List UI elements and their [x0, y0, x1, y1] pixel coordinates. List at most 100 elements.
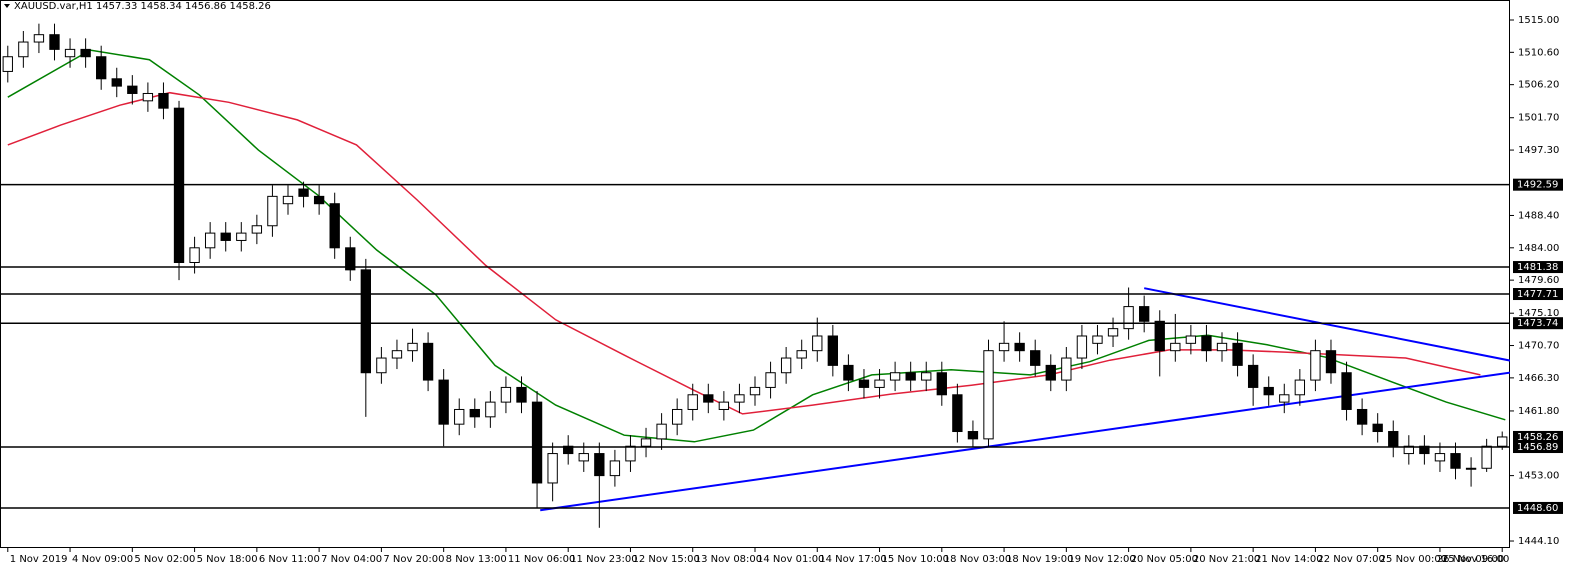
- candle-body: [889, 372, 901, 381]
- plot-frame: [0, 0, 1510, 548]
- x-tick-label: 8 Nov 13:00: [446, 554, 507, 565]
- menu-arrow[interactable]: [4, 4, 10, 8]
- y-tick-label: 1497.30: [1518, 145, 1559, 156]
- level-label: 1473.74: [1517, 318, 1558, 329]
- x-tick-label: 25 Nov 00:00: [1380, 554, 1447, 565]
- candle-body: [858, 379, 870, 388]
- candle-body: [64, 48, 76, 58]
- candle-body: [718, 401, 730, 410]
- candle-body: [1107, 328, 1119, 337]
- candle-body: [516, 386, 527, 403]
- candle-body: [267, 195, 278, 227]
- candle-body: [625, 445, 636, 462]
- candle-body: [609, 460, 621, 477]
- y-tick-label: 1475.10: [1518, 308, 1559, 319]
- x-tick-label: 18 Nov 03:00: [944, 554, 1011, 565]
- x-tick-label: 21 Nov 14:00: [1255, 554, 1322, 565]
- candle-body: [96, 56, 107, 80]
- candle-body: [703, 394, 714, 403]
- candle-body: [1356, 408, 1368, 425]
- candle-body: [1372, 423, 1383, 433]
- level-label-box: [1513, 288, 1563, 301]
- x-tick-label: 7 Nov 04:00: [321, 554, 382, 565]
- y-tick-label: 1466.30: [1518, 373, 1559, 384]
- candle-body: [563, 445, 574, 455]
- x-tick-label: 22 Nov 07:00: [1317, 554, 1384, 565]
- candle-body: [1061, 357, 1072, 381]
- candle-body: [874, 379, 885, 388]
- candle-body: [1170, 342, 1181, 352]
- candle-body: [734, 394, 745, 403]
- candle-body: [33, 34, 45, 43]
- candle-body: [360, 269, 371, 374]
- candle-body: [1294, 379, 1306, 396]
- candle-body: [1247, 364, 1259, 388]
- y-tick-label: 1479.60: [1518, 275, 1559, 286]
- header: XAUUSD.var,H1 1457.33 1458.34 1456.86 14…: [14, 1, 271, 12]
- candle-body: [376, 357, 387, 374]
- candle-body: [952, 394, 963, 433]
- candle-body: [1481, 445, 1492, 469]
- level-label-box: [1513, 178, 1563, 191]
- candle-body: [142, 92, 154, 102]
- candle-body: [1030, 350, 1041, 366]
- candle-body: [1434, 453, 1446, 462]
- candle-body: [827, 335, 839, 366]
- candle-body: [407, 342, 418, 352]
- candle-body: [1014, 342, 1025, 352]
- candle-body: [313, 195, 325, 205]
- candle-body: [1185, 335, 1197, 344]
- candle-body: [329, 203, 340, 249]
- candle-body: [422, 342, 434, 381]
- candle-body: [983, 350, 994, 440]
- level-label-box: [1513, 501, 1563, 514]
- y-tick-label: 1461.80: [1518, 406, 1559, 417]
- candle-body: [80, 48, 91, 58]
- candle-body: [749, 386, 761, 396]
- y-tick-label: 1488.40: [1518, 210, 1559, 221]
- candle-body: [656, 423, 667, 440]
- candle-body: [485, 401, 496, 418]
- candle-body: [298, 188, 309, 197]
- candle-body: [1154, 320, 1165, 352]
- candle-body: [687, 394, 698, 410]
- candle-body: [220, 232, 231, 241]
- x-tick-label: 4 Nov 09:00: [72, 554, 133, 565]
- candle-body: [547, 453, 558, 484]
- y-tick-label: 1506.20: [1518, 80, 1559, 91]
- trend-line: [1144, 287, 1510, 362]
- candle-body: [1419, 445, 1430, 455]
- x-tick-label: 7 Nov 20:00: [383, 554, 444, 565]
- moving-average: [7, 49, 1506, 443]
- candle-body: [531, 401, 543, 484]
- candle-body: [1216, 342, 1228, 352]
- plot-area: [2, 23, 1510, 528]
- candle-body: [1310, 350, 1321, 381]
- trend-line: [540, 371, 1510, 512]
- candle-body: [812, 335, 823, 352]
- candle-body: [594, 453, 605, 477]
- candle-body: [391, 350, 403, 359]
- candle-body: [967, 431, 979, 440]
- y-tick-label: 1510.60: [1518, 47, 1559, 58]
- candle-body: [1450, 453, 1461, 469]
- x-tick-label: 15 Nov 10:00: [882, 554, 949, 565]
- x-tick-label: 12 Nov 15:00: [632, 554, 699, 565]
- candle-body: [1497, 436, 1508, 447]
- candle-body: [1325, 350, 1337, 374]
- candle-body: [49, 34, 60, 50]
- candle-body: [282, 195, 294, 205]
- y-tick-label: 1470.70: [1518, 341, 1559, 352]
- candle-body: [1465, 467, 1477, 470]
- candle-body: [780, 357, 792, 374]
- candle-body: [1263, 386, 1274, 396]
- y-tick-label: 1484.00: [1518, 243, 1559, 254]
- last-price-label: 1458.26: [1517, 432, 1558, 443]
- candle-body: [671, 408, 683, 425]
- level-label-box: [1513, 261, 1563, 274]
- candle-body: [1388, 431, 1399, 447]
- level-label: 1448.60: [1517, 503, 1558, 514]
- level-label-box: [1513, 317, 1563, 330]
